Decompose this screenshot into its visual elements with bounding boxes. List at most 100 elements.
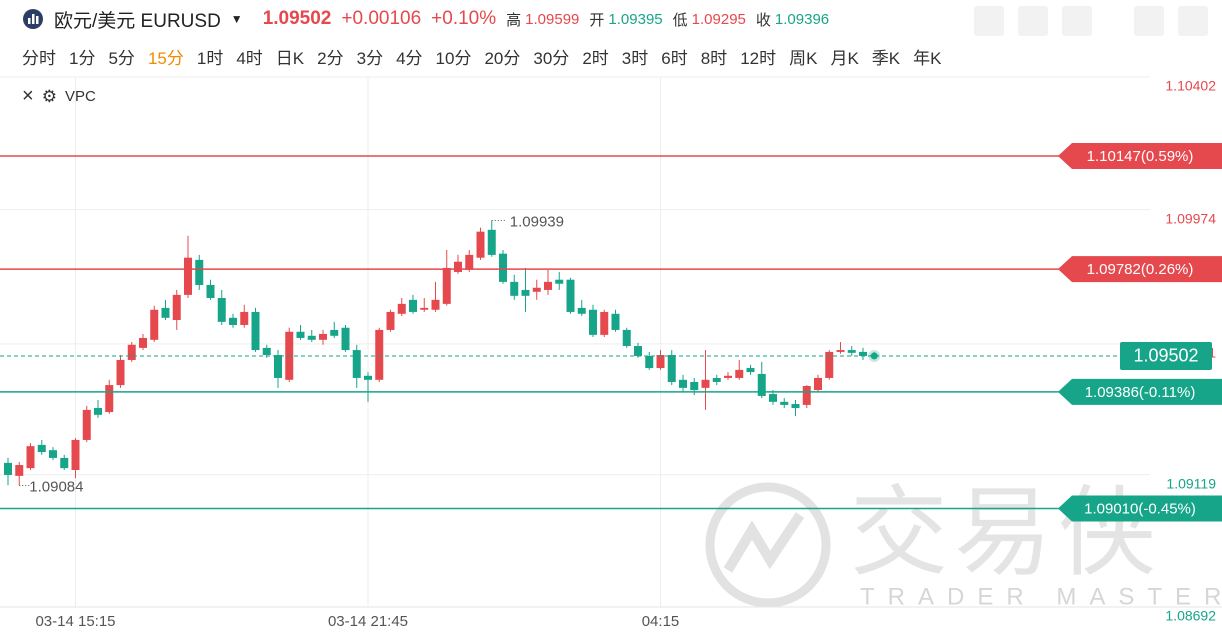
- candle-body: [476, 231, 485, 258]
- timeframe[interactable]: 2分: [317, 49, 344, 68]
- candle-body: [105, 385, 114, 413]
- low-label: 1.09084: [29, 478, 83, 495]
- candle-body: [217, 297, 226, 322]
- stats: 高 1.09599 开 1.09395 低 1.09295 收 1.09396: [506, 9, 829, 30]
- indicator: VPC: [64, 88, 96, 105]
- stat-value: 1.09395: [608, 10, 663, 28]
- y-tick-label: 1.09119: [1166, 475, 1216, 491]
- price: 1.09502: [262, 8, 332, 29]
- watermark-logo: [705, 482, 831, 608]
- draw-button[interactable]: [1018, 6, 1048, 36]
- candle-body: [634, 346, 642, 356]
- current-dot: [870, 352, 878, 360]
- candle-body: [195, 259, 204, 285]
- candle-body: [487, 229, 496, 255]
- timeframe[interactable]: 月K: [830, 49, 859, 68]
- candle-body: [274, 355, 282, 378]
- timeframe[interactable]: 15分: [147, 49, 184, 68]
- candle-body: [757, 373, 766, 396]
- candle-body: [307, 335, 316, 340]
- stat-value: 1.09396: [774, 10, 830, 28]
- level-label: 1.09010(-0.45%): [1084, 500, 1196, 517]
- watermark-cn: 交易侠: [850, 477, 1162, 587]
- timeframe[interactable]: 12时: [740, 49, 777, 68]
- line-button[interactable]: [974, 6, 1004, 36]
- timeframe[interactable]: 4时: [236, 49, 263, 68]
- timeframe[interactable]: 20分: [484, 49, 521, 68]
- timeframe[interactable]: 季K: [871, 49, 901, 68]
- timeframe[interactable]: 30分: [533, 49, 570, 68]
- current-price-label: 1.09502: [1133, 346, 1198, 366]
- watermark-en: TRADER MASTER: [860, 583, 1222, 610]
- timeframe[interactable]: 3时: [621, 49, 649, 68]
- x-tick-label: 03-14 15:15: [35, 613, 115, 630]
- candle-button[interactable]: [1062, 6, 1092, 36]
- y-tick-label: 1.10402: [1165, 78, 1216, 94]
- stat-label: 收: [755, 11, 771, 29]
- timeframe[interactable]: 分时: [22, 49, 56, 68]
- timeframe[interactable]: 4分: [396, 49, 423, 68]
- candle-body: [296, 331, 305, 338]
- candle-body: [330, 329, 339, 336]
- stat-value: 1.09295: [691, 10, 746, 28]
- expand-button[interactable]: [1134, 6, 1164, 36]
- timeframe[interactable]: 2时: [582, 49, 609, 68]
- timeframe[interactable]: 日K: [275, 49, 305, 68]
- remove-icon[interactable]: ×: [22, 85, 34, 107]
- candle-body: [847, 350, 856, 353]
- candle-body: [679, 379, 687, 388]
- candle-body: [701, 379, 710, 388]
- candle-body: [611, 313, 620, 330]
- timeframe[interactable]: 1分: [69, 49, 96, 68]
- candle-body: [319, 333, 327, 340]
- timeframe[interactable]: 3分: [356, 49, 384, 68]
- candle-body: [409, 299, 417, 312]
- candle-body: [251, 311, 260, 351]
- candle-body: [37, 444, 46, 453]
- candle-body: [735, 369, 744, 378]
- candle-body: [150, 309, 159, 340]
- change: +0.00106: [341, 8, 422, 29]
- candle-body: [859, 351, 867, 356]
- candle-body: [240, 311, 249, 325]
- level-label: 1.09782(0.26%): [1087, 261, 1194, 278]
- y-tick-label: 1.08692: [1165, 608, 1216, 624]
- candle-body: [49, 450, 57, 458]
- candle-body: [465, 254, 474, 270]
- caret[interactable]: ▼: [230, 12, 243, 26]
- toolbar: [974, 6, 1208, 36]
- candle-body: [791, 403, 800, 409]
- candle-body: [26, 446, 35, 469]
- candle-body: [352, 350, 361, 378]
- high-label: 1.09939: [510, 213, 564, 230]
- candle-body: [364, 375, 372, 380]
- timeframe[interactable]: 8时: [700, 49, 728, 68]
- candle-body: [262, 347, 271, 356]
- candle-body: [442, 267, 451, 304]
- candle-body: [499, 253, 507, 282]
- candle-body: [836, 350, 845, 352]
- level-label: 1.10147(0.59%): [1087, 148, 1194, 165]
- candle-body: [825, 351, 834, 378]
- timeframe[interactable]: 5分: [108, 49, 135, 68]
- close-button[interactable]: [1178, 6, 1208, 36]
- candle-body: [566, 279, 575, 312]
- timeframe[interactable]: 1时: [196, 49, 224, 68]
- timeframes: 分时 1分 5分 15分 1时 4时 日K 2分 3分 4分 10分 20分 30分 2时 3时 6时 8时 12…: [22, 44, 941, 69]
- timeframe[interactable]: 年K: [913, 49, 942, 68]
- stat: 开 1.09395: [589, 9, 662, 30]
- timeframe[interactable]: 周K: [789, 49, 818, 68]
- candle-body: [780, 401, 789, 405]
- candle-body: [724, 375, 732, 378]
- timeframe[interactable]: 6时: [661, 49, 688, 68]
- candle-body: [341, 327, 350, 351]
- timeframe[interactable]: 10分: [435, 49, 472, 68]
- candle-body: [814, 377, 822, 391]
- candle-body: [206, 284, 215, 298]
- candle-body: [532, 287, 541, 292]
- settings-icon[interactable]: ⚙: [41, 86, 57, 106]
- change-pct: +0.10%: [431, 8, 497, 29]
- symbol[interactable]: 欧元/美元 EURUSD: [54, 10, 221, 32]
